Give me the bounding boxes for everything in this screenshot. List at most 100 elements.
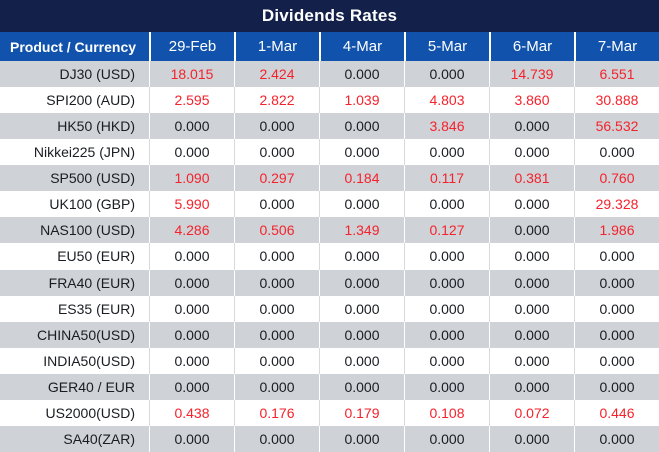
value-cell: 0.000 <box>574 139 659 166</box>
value-cell: 0.000 <box>404 321 489 348</box>
value-cell: 0.506 <box>234 217 319 244</box>
value-cell: 0.000 <box>489 113 574 140</box>
product-cell: INDIA50(USD) <box>0 347 149 374</box>
value-cell: 0.000 <box>404 269 489 296</box>
value-cell: 0.000 <box>574 373 659 400</box>
product-cell: EU50 (EUR) <box>0 243 149 270</box>
value-cell: 30.888 <box>574 87 659 114</box>
column-header-product: Product / Currency <box>0 32 149 61</box>
value-cell: 0.000 <box>489 243 574 270</box>
product-cell: SPI200 (AUD) <box>0 87 149 114</box>
product-cell: NAS100 (USD) <box>0 217 149 244</box>
value-cell: 4.286 <box>149 217 234 244</box>
value-cell: 0.000 <box>489 425 574 452</box>
value-cell: 0.184 <box>319 165 404 192</box>
product-cell: HK50 (HKD) <box>0 113 149 140</box>
value-cell: 0.000 <box>234 321 319 348</box>
page-title: Dividends Rates <box>261 6 398 25</box>
value-cell: 0.000 <box>234 191 319 218</box>
value-cell: 0.000 <box>489 347 574 374</box>
value-cell: 0.000 <box>404 295 489 322</box>
value-cell: 0.000 <box>234 139 319 166</box>
value-cell: 0.117 <box>404 165 489 192</box>
value-cell: 1.090 <box>149 165 234 192</box>
value-cell: 56.532 <box>574 113 659 140</box>
value-cell: 14.739 <box>489 61 574 88</box>
value-cell: 0.000 <box>234 269 319 296</box>
value-cell: 0.000 <box>234 425 319 452</box>
value-cell: 0.000 <box>319 269 404 296</box>
product-cell: SA40(ZAR) <box>0 425 149 452</box>
value-cell: 0.000 <box>149 321 234 348</box>
value-cell: 0.000 <box>574 347 659 374</box>
value-cell: 0.000 <box>319 113 404 140</box>
value-cell: 0.179 <box>319 399 404 426</box>
value-cell: 0.000 <box>574 269 659 296</box>
value-cell: 0.000 <box>489 217 574 244</box>
value-cell: 0.000 <box>319 295 404 322</box>
column-header-date-4: 5-Mar <box>404 32 489 61</box>
value-cell: 6.551 <box>574 61 659 88</box>
value-cell: 0.000 <box>489 295 574 322</box>
column-header-date-2: 1-Mar <box>234 32 319 61</box>
value-cell: 0.127 <box>404 217 489 244</box>
product-cell: DJ30 (USD) <box>0 61 149 88</box>
value-cell: 0.000 <box>404 61 489 88</box>
product-cell: US2000(USD) <box>0 399 149 426</box>
value-cell: 0.000 <box>149 373 234 400</box>
value-cell: 0.000 <box>149 139 234 166</box>
value-cell: 0.000 <box>319 321 404 348</box>
value-cell: 0.176 <box>234 399 319 426</box>
column-header-date-5: 6-Mar <box>489 32 574 61</box>
value-cell: 1.039 <box>319 87 404 114</box>
dividends-table: Product / Currency 29-Feb 1-Mar 4-Mar 5-… <box>0 32 659 452</box>
value-cell: 0.072 <box>489 399 574 426</box>
value-cell: 0.000 <box>234 295 319 322</box>
value-cell: 0.000 <box>489 139 574 166</box>
value-cell: 2.822 <box>234 87 319 114</box>
title-bar: Dividends Rates <box>0 0 659 32</box>
value-cell: 2.595 <box>149 87 234 114</box>
value-cell: 0.000 <box>319 191 404 218</box>
value-cell: 1.349 <box>319 217 404 244</box>
value-cell: 0.000 <box>149 243 234 270</box>
value-cell: 0.000 <box>489 321 574 348</box>
value-cell: 0.000 <box>404 243 489 270</box>
product-cell: ES35 (EUR) <box>0 295 149 322</box>
value-cell: 0.000 <box>149 269 234 296</box>
value-cell: 0.000 <box>149 347 234 374</box>
value-cell: 0.000 <box>574 295 659 322</box>
value-cell: 0.000 <box>489 191 574 218</box>
product-cell: FRA40 (EUR) <box>0 269 149 296</box>
value-cell: 0.000 <box>404 425 489 452</box>
value-cell: 3.860 <box>489 87 574 114</box>
value-cell: 0.000 <box>319 425 404 452</box>
column-header-date-1: 29-Feb <box>149 32 234 61</box>
value-cell: 0.297 <box>234 165 319 192</box>
value-cell: 0.000 <box>489 269 574 296</box>
product-cell: GER40 / EUR <box>0 373 149 400</box>
value-cell: 0.000 <box>319 61 404 88</box>
value-cell: 0.000 <box>149 425 234 452</box>
value-cell: 0.000 <box>319 243 404 270</box>
value-cell: 0.000 <box>404 373 489 400</box>
value-cell: 0.108 <box>404 399 489 426</box>
value-cell: 4.803 <box>404 87 489 114</box>
product-cell: Nikkei225 (JPN) <box>0 139 149 166</box>
product-cell: CHINA50(USD) <box>0 321 149 348</box>
value-cell: 0.000 <box>319 347 404 374</box>
value-cell: 0.000 <box>234 347 319 374</box>
value-cell: 29.328 <box>574 191 659 218</box>
product-cell: SP500 (USD) <box>0 165 149 192</box>
value-cell: 0.000 <box>319 139 404 166</box>
value-cell: 0.381 <box>489 165 574 192</box>
column-header-date-6: 7-Mar <box>574 32 659 61</box>
value-cell: 18.015 <box>149 61 234 88</box>
value-cell: 0.000 <box>574 321 659 348</box>
value-cell: 0.000 <box>489 373 574 400</box>
value-cell: 3.846 <box>404 113 489 140</box>
value-cell: 0.000 <box>404 347 489 374</box>
value-cell: 0.000 <box>149 113 234 140</box>
value-cell: 0.446 <box>574 399 659 426</box>
